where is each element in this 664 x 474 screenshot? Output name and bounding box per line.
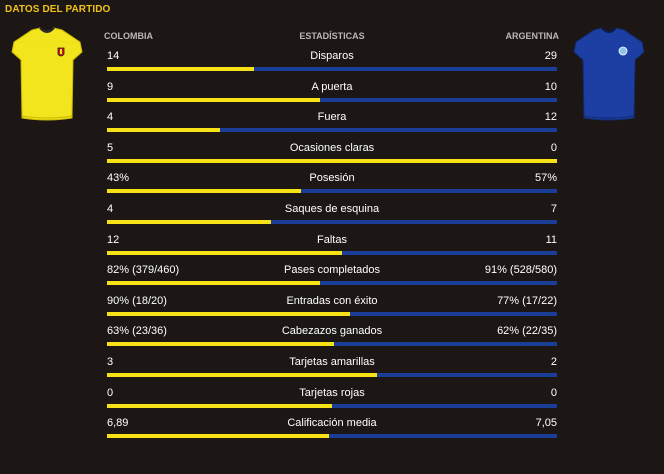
stat-row: Tarjetas rojas 0 0 (107, 387, 557, 413)
comparison-bar (107, 403, 557, 408)
home-stat-value: 82% (379/460) (107, 264, 180, 277)
stat-row: Posesión 43% 57% (107, 172, 557, 198)
home-stat-value: 3 (107, 356, 114, 368)
away-stat-value: 57% (534, 172, 557, 185)
stat-label: Entradas con éxito (286, 294, 378, 307)
stat-label: Disparos (310, 50, 354, 62)
stat-label: A puerta (311, 80, 353, 93)
away-stat-value: 10 (544, 80, 557, 93)
stat-row: Cabezazos ganados 63% (23/36) 62% (22/35) (107, 325, 557, 351)
home-stat-value: 4 (107, 111, 114, 124)
stat-label: Pases completados (284, 264, 380, 277)
home-share-fill (107, 342, 334, 347)
stat-row: Entradas con éxito 90% (18/20) 77% (17/22) (107, 295, 557, 321)
home-share-fill (107, 67, 254, 71)
comparison-bar (107, 220, 557, 224)
comparison-bar (107, 158, 557, 163)
stat-label: Tarjetas amarillas (289, 356, 375, 368)
away-team-name: ARGENTINA (505, 31, 560, 41)
stat-label: Saques de esquina (284, 203, 380, 215)
stat-row: Faltas 12 11 (107, 234, 557, 260)
away-stat-value: 7,05 (535, 417, 557, 430)
comparison-bar (107, 250, 557, 255)
home-share-fill (107, 220, 271, 224)
away-shirt-icon (573, 27, 645, 121)
comparison-bar (107, 434, 557, 439)
stat-label: Ocasiones claras (289, 141, 375, 154)
home-share-fill (107, 158, 557, 163)
comparison-bar (107, 97, 557, 102)
stat-label: Calificación media (287, 417, 377, 430)
away-stat-value: 7 (550, 203, 557, 215)
home-stat-value: 9 (107, 80, 114, 93)
comparison-bar (107, 128, 557, 133)
home-share-fill (107, 128, 220, 133)
home-stat-value: 43% (107, 172, 130, 185)
home-share-fill (107, 311, 350, 316)
comparison-bar (107, 281, 557, 286)
home-stat-value: 4 (107, 203, 114, 215)
stats-column-header: ESTADÍSTICAS (299, 31, 365, 41)
stat-label: Fuera (317, 111, 347, 124)
home-share-fill (107, 434, 330, 439)
comparison-bar (107, 311, 557, 316)
stat-label: Cabezazos ganados (281, 325, 383, 338)
comparison-bar (107, 67, 557, 71)
away-stat-value: 11 (545, 233, 557, 246)
home-stat-value: 14 (107, 50, 120, 62)
stat-row: Calificación media 6,89 7,05 (107, 417, 557, 443)
away-stat-value: 2 (550, 356, 557, 368)
home-share-fill (107, 403, 332, 408)
home-share-fill (107, 281, 321, 286)
comparison-bar (107, 373, 557, 377)
stat-row: Pases completados 82% (379/460) 91% (528/5… (107, 264, 557, 290)
home-stat-value: 63% (23/36) (107, 325, 167, 338)
match-stats-title: DATOS DEL PARTIDO (5, 4, 111, 15)
home-share-fill (107, 250, 342, 255)
stat-row: Saques de esquina 4 7 (107, 203, 557, 229)
away-stat-value: 0 (550, 386, 557, 399)
home-stat-value: 0 (107, 386, 114, 399)
comparison-bar (107, 342, 557, 347)
stat-row: Tarjetas amarillas 3 2 (107, 356, 557, 382)
stat-row: Ocasiones claras 5 0 (107, 142, 557, 168)
away-stat-value: 29 (544, 50, 557, 62)
home-stat-value: 6,89 (107, 417, 129, 430)
stat-row: Disparos 14 29 (107, 50, 557, 76)
home-stat-value: 12 (107, 233, 120, 246)
away-stat-value: 12 (544, 111, 557, 124)
stat-row: A puerta 9 10 (107, 81, 557, 107)
home-team-name: COLOMBIA (104, 31, 153, 41)
stat-label: Faltas (317, 233, 347, 246)
home-share-fill (107, 373, 377, 377)
away-stat-value: 62% (22/35) (497, 325, 557, 338)
home-share-fill (107, 189, 301, 194)
stat-label: Posesión (309, 172, 355, 185)
home-stat-value: 5 (107, 141, 114, 154)
away-stat-value: 77% (17/22) (497, 294, 557, 307)
away-stat-value: 91% (528/580) (484, 264, 557, 277)
home-share-fill (107, 97, 321, 102)
stat-row: Fuera 4 12 (107, 111, 557, 137)
home-shirt-icon (11, 27, 83, 121)
away-stat-value: 0 (550, 141, 557, 154)
comparison-bar (107, 189, 557, 194)
home-stat-value: 90% (18/20) (107, 294, 167, 307)
stat-label: Tarjetas rojas (299, 386, 365, 399)
